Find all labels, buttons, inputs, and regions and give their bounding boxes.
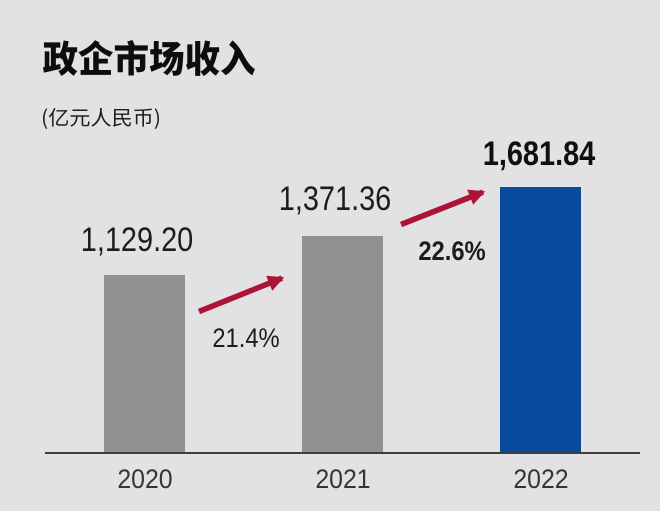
growth-arrow-2020-2021 xyxy=(197,275,285,315)
value-label-2021: 1,371.36 xyxy=(278,180,391,218)
chart-unit-label: (亿元人民币) xyxy=(43,108,159,129)
chart-title: 政企市场收入 xyxy=(43,40,255,76)
bar-2020 xyxy=(104,275,185,453)
value-label-2022: 1,681.84 xyxy=(482,135,595,173)
x-tick-2021: 2021 xyxy=(314,464,371,494)
bar-2021 xyxy=(302,236,383,453)
growth-pct-2020-2021: 21.4% xyxy=(212,323,280,353)
value-label-2020: 1,129.20 xyxy=(80,221,193,259)
chart-unit-text: (亿元人民币) xyxy=(43,129,44,130)
chart-title-glyphs xyxy=(43,40,255,76)
x-tick-2020: 2020 xyxy=(116,464,173,494)
growth-pct-2021-2022: 22.6% xyxy=(418,236,486,266)
chart-unit-glyphs xyxy=(43,108,159,129)
x-tick-2022: 2022 xyxy=(512,464,569,494)
growth-arrow-2021-2022 xyxy=(399,189,486,228)
bar-2022 xyxy=(500,187,581,453)
x-axis-line xyxy=(45,452,640,454)
chart-title-text: 政企市场收入 xyxy=(43,76,44,77)
